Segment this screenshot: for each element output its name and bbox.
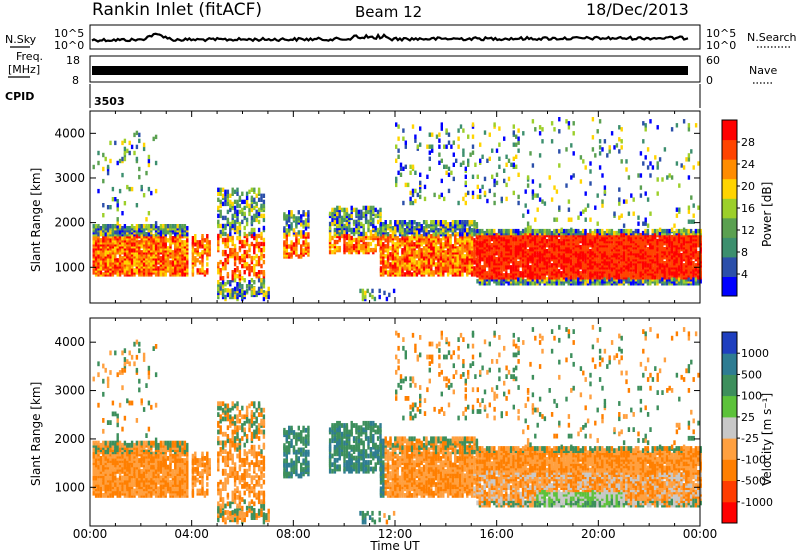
colorbar-tick: 16 bbox=[741, 202, 755, 215]
power-colorbar: 28 24 20 16 12 8 4 bbox=[721, 119, 755, 297]
x-tick-label: 08:00 bbox=[276, 527, 311, 541]
x-tick-label: 16:00 bbox=[479, 527, 514, 541]
nsearch-tick-top: 10^5 bbox=[706, 27, 736, 40]
power-colorbar-label: Power [dB] bbox=[760, 182, 774, 247]
nsky-tick-top: 10^5 bbox=[54, 27, 84, 40]
nsky-trace bbox=[91, 32, 689, 43]
colorbar-tick: -25 bbox=[741, 432, 759, 445]
y-tick-label: 1000 bbox=[54, 480, 85, 494]
cpid-label: CPID bbox=[5, 90, 34, 103]
nsearch-tick-bottom: 10^0 bbox=[706, 39, 736, 52]
x-tick-label: 00:00 bbox=[73, 527, 108, 541]
x-axis-label: Time UT bbox=[369, 539, 420, 553]
power-ylabel: Slant Range [km] bbox=[29, 168, 43, 272]
y-tick-label: 4000 bbox=[54, 335, 85, 349]
cpid-value: 3503 bbox=[94, 95, 125, 108]
colorbar-tick: 25 bbox=[741, 411, 755, 424]
freq-tick-top: 18 bbox=[66, 54, 80, 67]
y-tick-label: 3000 bbox=[54, 384, 85, 398]
station-title: Rankin Inlet (fitACF) bbox=[92, 0, 262, 20]
beam-title: Beam 12 bbox=[355, 3, 422, 21]
x-tick-label: 20:00 bbox=[581, 527, 616, 541]
y-tick-label: 4000 bbox=[54, 126, 85, 140]
velocity-heatmap bbox=[92, 324, 702, 525]
colorbar-tick: 4 bbox=[741, 268, 748, 281]
freq-panel bbox=[89, 55, 701, 83]
colorbar-tick: -100 bbox=[741, 453, 766, 466]
colorbar-tick: -1000 bbox=[741, 496, 773, 509]
velocity-colorbar: 1000 500 100 25 -25 -100 -500 -1000 bbox=[721, 331, 773, 524]
colorbar-tick: -500 bbox=[741, 475, 766, 488]
x-tick-label: 12:00 bbox=[378, 527, 413, 541]
velocity-ylabel: Slant Range [km] bbox=[29, 382, 43, 486]
y-tick-label: 1000 bbox=[54, 260, 85, 274]
freq-tick-bottom: 8 bbox=[72, 74, 79, 87]
date-title: 18/Dec/2013 bbox=[586, 0, 689, 19]
velocity-colorbar-label: Velocity [m s⁻¹] bbox=[760, 393, 774, 486]
velocity-axes: 1000 2000 3000 4000 bbox=[54, 318, 701, 526]
time-axis-labels: 00:00 04:00 08:00 12:00 16:00 20:00 00:00 bbox=[73, 527, 718, 541]
freq-trace bbox=[92, 66, 688, 75]
nsearch-label: N.Search bbox=[747, 31, 797, 44]
colorbar-tick: 100 bbox=[741, 390, 762, 403]
nave-tick-top: 60 bbox=[706, 54, 720, 67]
x-tick-label: 00:00 bbox=[683, 527, 718, 541]
x-tick-label: 04:00 bbox=[174, 527, 209, 541]
nave-tick-bottom: 0 bbox=[706, 74, 713, 87]
nsky-tick-bottom: 10^0 bbox=[54, 39, 84, 52]
nsky-label: N.Sky bbox=[5, 33, 37, 46]
power-axes: 1000 2000 3000 4000 bbox=[54, 111, 701, 303]
y-tick-label: 3000 bbox=[54, 171, 85, 185]
colorbar-tick: 28 bbox=[741, 136, 755, 149]
freq-label: Freq. bbox=[16, 50, 43, 63]
y-tick-label: 2000 bbox=[54, 216, 85, 230]
colorbar-tick: 20 bbox=[741, 180, 755, 193]
nsky-panel bbox=[89, 24, 701, 50]
nave-label: Nave bbox=[749, 64, 777, 77]
colorbar-tick: 12 bbox=[741, 224, 755, 237]
y-tick-label: 2000 bbox=[54, 432, 85, 446]
colorbar-tick: 8 bbox=[741, 246, 748, 259]
colorbar-tick: 24 bbox=[741, 158, 755, 171]
freq-unit: [MHz] bbox=[8, 63, 40, 76]
power-heatmap bbox=[92, 117, 702, 302]
colorbar-tick: 500 bbox=[741, 368, 762, 381]
colorbar-tick: 1000 bbox=[741, 347, 769, 360]
